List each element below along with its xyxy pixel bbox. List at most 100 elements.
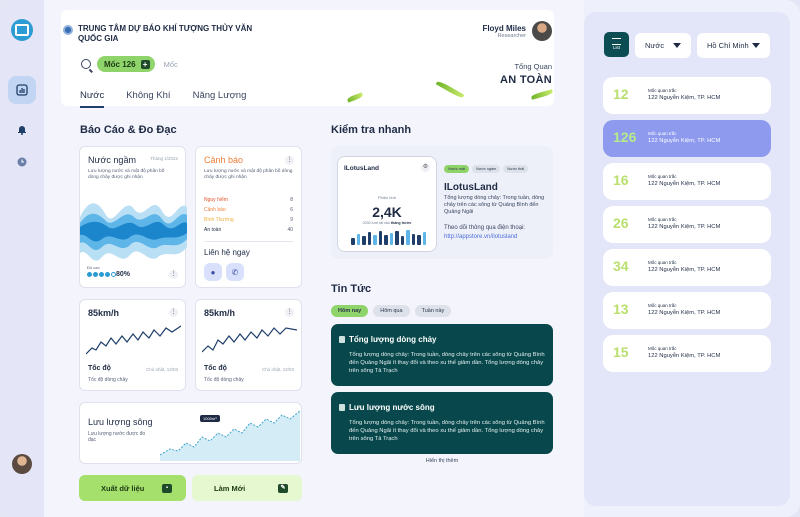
phone-bar	[362, 236, 366, 245]
rail-avatar[interactable]	[12, 454, 32, 474]
type-select-value: Nước	[645, 41, 665, 50]
chart-nav-icon[interactable]	[8, 76, 36, 104]
station-number: 26	[613, 215, 629, 231]
news-item-body: Tổng lượng dòng chảy: Trong tuần, dòng c…	[349, 420, 545, 442]
river-flow-chart	[160, 410, 300, 461]
station-item[interactable]: 34 Mốc quan trắc 122 Nguyễn Kiệm, TP. HCM	[603, 249, 771, 286]
moc-chip[interactable]: Mốc 126 +	[97, 56, 155, 72]
phone-bar	[367, 232, 371, 245]
edit-icon: ✎	[278, 483, 288, 493]
app-logo[interactable]	[11, 19, 33, 41]
warning-card[interactable]: Cảnh báo ⋮ Lưu lượng nước và mật độ phân…	[195, 146, 302, 288]
moc-search-input[interactable]: Mốc	[163, 59, 178, 69]
news-filter-chips: Hôm nay Hôm qua Tuần này	[331, 305, 452, 317]
groundwater-card[interactable]: Nước ngầm Tháng 1/2022 Lưu lượng nước và…	[79, 146, 187, 288]
quick-check-title: Kiểm tra nhanh	[331, 124, 412, 136]
warning-desc: Lưu lượng nước và mật độ phân bố dòng ch…	[204, 169, 293, 180]
clock-icon[interactable]	[8, 148, 36, 176]
avatar[interactable]	[532, 21, 552, 41]
phone-bar	[395, 231, 399, 245]
phone-icon[interactable]: ✆	[226, 263, 244, 281]
station-label: Mốc quan trắc	[648, 131, 677, 136]
chip-wastewater[interactable]: Nước thải	[503, 165, 529, 173]
chip-surface-water[interactable]: Nước mặt	[444, 165, 470, 173]
speed-value: 85km/h	[88, 308, 120, 318]
warning-level-count: 9	[290, 217, 293, 223]
more-icon[interactable]: ⋮	[285, 308, 294, 317]
quick-check-card: ILotusLand ⚙ Phiên tính 2,4K 2030 lượt t…	[331, 146, 553, 259]
quick-check-chips: Nước mặt Nước ngầm Nước thải	[444, 165, 529, 173]
chip-this-week[interactable]: Tuần này	[414, 305, 452, 317]
list-toggle-button[interactable]: List	[604, 32, 629, 57]
user-profile[interactable]: Floyd Miles Researcher	[482, 21, 552, 41]
overview-status: Tổng Quan AN TOÀN	[500, 62, 552, 86]
river-flow-card[interactable]: Lưu lượng sông Lưu lượng nước được đo đạ…	[79, 402, 302, 464]
phone-bar	[351, 237, 355, 245]
bell-icon[interactable]	[8, 115, 36, 143]
overview-value: AN TOÀN	[499, 74, 552, 86]
level-dot	[99, 272, 104, 277]
phone-preview: ILotusLand ⚙ Phiên tính 2,4K 2030 lượt t…	[337, 156, 437, 252]
more-icon[interactable]: ⋮	[169, 270, 178, 279]
station-item[interactable]: 12 Mốc quan trắc 122 Nguyễn Kiệm, TP. HCM	[603, 77, 771, 114]
station-panel: List Nước Hồ Chí Minh 12 Mốc quan trắc 122…	[584, 12, 790, 506]
app-link[interactable]: http://appstore.vn/ilotusland	[444, 234, 518, 240]
app-name: ILotusLand	[444, 182, 498, 193]
phone-bar-chart	[351, 229, 426, 245]
phone-bar	[389, 233, 393, 245]
city-select[interactable]: Hồ Chí Minh	[697, 33, 770, 58]
level-indicator	[87, 272, 116, 277]
phone-bar	[406, 229, 410, 245]
globe-icon	[63, 25, 73, 35]
phone-label: Phiên tính	[377, 195, 396, 200]
document-icon	[339, 404, 345, 411]
chat-icon[interactable]: ●	[204, 263, 222, 281]
app-desc: Tổng lượng dòng chảy: Trong tuần, dòng c…	[444, 195, 545, 215]
more-icon[interactable]: ⋮	[169, 308, 178, 317]
station-number: 16	[613, 172, 629, 188]
station-item[interactable]: 13 Mốc quan trắc 122 Nguyễn Kiệm, TP. HCM	[603, 292, 771, 329]
speed-line-chart	[86, 325, 181, 355]
export-button[interactable]: Xuất dữ liệu ▪	[79, 475, 186, 501]
user-role: Researcher	[497, 32, 526, 39]
city-select-value: Hồ Chí Minh	[707, 41, 749, 50]
station-item[interactable]: 26 Mốc quan trắc 122 Nguyễn Kiệm, TP. HCM	[603, 206, 771, 243]
leaf-decoration	[346, 92, 364, 103]
station-item[interactable]: 126 Mốc quan trắc 122 Nguyễn Kiệm, TP. HCM	[603, 120, 771, 157]
moc-chip-label: Mốc 126	[104, 59, 136, 69]
speed-value: 85km/h	[204, 308, 236, 318]
level-percent: 80%	[116, 271, 131, 278]
speed-label: Tốc độ	[204, 365, 227, 372]
station-number: 13	[613, 301, 629, 317]
station-item[interactable]: 16 Mốc quan trắc 122 Nguyễn Kiệm, TP. HCM	[603, 163, 771, 200]
news-item[interactable]: Tổng lượng dòng chảy Tổng lượng dòng chả…	[331, 324, 553, 386]
warning-level-row: An toàn 40	[204, 227, 293, 233]
plus-icon[interactable]: +	[140, 59, 150, 69]
more-icon[interactable]: ⋮	[285, 156, 294, 165]
station-item[interactable]: 15 Mốc quan trắc 122 Nguyễn Kiệm, TP. HCM	[603, 335, 771, 372]
contact-title: Liên hệ ngay	[204, 248, 250, 257]
chevron-down-icon	[752, 43, 760, 48]
tab-water[interactable]: Nước	[80, 90, 105, 108]
leaf-decoration	[530, 89, 554, 100]
chevron-down-icon	[673, 43, 681, 48]
speed-sub: Tốc độ dòng chảy	[204, 377, 244, 383]
warning-level-row: Cảnh báo 6	[204, 207, 293, 213]
level-label: Độ cao	[87, 265, 100, 270]
refresh-button[interactable]: Làm Mới ✎	[192, 475, 302, 501]
speed-line-chart	[202, 327, 297, 353]
warning-level-count: 8	[290, 197, 293, 203]
chip-groundwater[interactable]: Nước ngầm	[472, 165, 501, 173]
speed-card[interactable]: 85km/h ⋮ Tốc độ Chủ nhật, 12/03 Tốc độ d…	[195, 299, 302, 391]
search-icon[interactable]	[81, 59, 91, 69]
station-label: Mốc quan trắc	[648, 174, 677, 179]
show-more-link[interactable]: Hiển thị thêm	[425, 458, 459, 464]
tab-energy[interactable]: Năng Lượng	[192, 90, 247, 101]
tab-air[interactable]: Không Khí	[126, 90, 171, 101]
type-select[interactable]: Nước	[635, 33, 691, 58]
news-item[interactable]: Lưu lượng nước sông Tổng lượng dòng chảy…	[331, 392, 553, 454]
chip-today[interactable]: Hôm nay	[331, 305, 369, 317]
warning-level-label: Nguy hiểm	[204, 197, 228, 203]
chip-yesterday[interactable]: Hôm qua	[373, 305, 410, 317]
speed-card[interactable]: 85km/h ⋮ Tốc độ Chủ nhật, 12/03 Tốc độ d…	[79, 299, 186, 391]
